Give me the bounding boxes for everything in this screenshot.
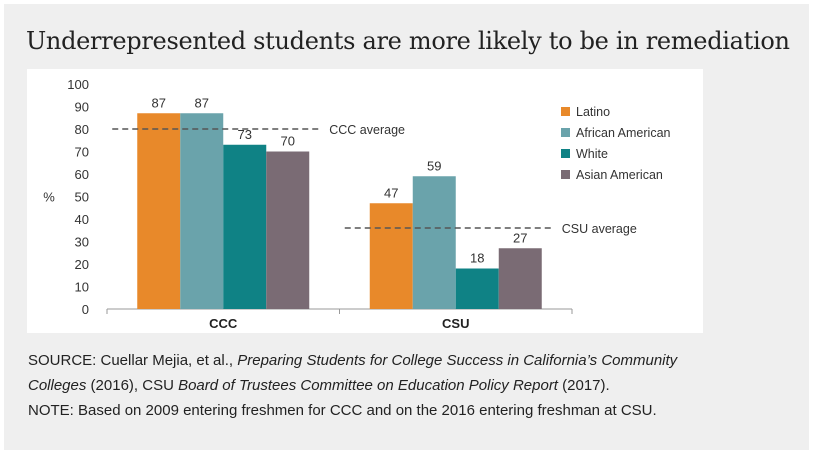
x-tick-label: CCC xyxy=(209,316,238,331)
legend-label: Asian American xyxy=(576,168,663,182)
plot-area: 0 10 20 30 40 50 60 70 80 90 100% 87 87 73 70 CCC 47 59 18… xyxy=(27,69,703,333)
y-tick-label: 50 xyxy=(75,190,89,205)
reference-line-label: CSU average xyxy=(562,222,637,236)
source-line-2: Colleges (2016), CSU Board of Trustees C… xyxy=(28,373,798,398)
legend-label: African American xyxy=(576,126,671,140)
bar-chart: 0 10 20 30 40 50 60 70 80 90 100% 87 87 73 70 CCC 47 59 18… xyxy=(43,77,671,331)
y-tick-label: 60 xyxy=(75,167,89,182)
bar xyxy=(369,203,413,309)
bar xyxy=(412,176,456,309)
y-tick-label: 70 xyxy=(75,145,89,160)
source-end: (2017). xyxy=(557,377,610,394)
x-tick-label: CSU xyxy=(442,316,469,331)
bar xyxy=(266,151,310,309)
data-label: 70 xyxy=(281,134,295,149)
y-tick-label: 10 xyxy=(75,280,89,295)
source-work-title-1: Preparing Students for College Success i… xyxy=(237,352,678,369)
data-label: 18 xyxy=(470,251,484,266)
data-label: 47 xyxy=(384,185,398,200)
bar xyxy=(137,113,181,309)
bar xyxy=(223,144,267,309)
source-prefix: SOURCE: Cuellar Mejia, et al., xyxy=(28,352,238,369)
data-label: 27 xyxy=(513,230,527,245)
source-notes: SOURCE: Cuellar Mejia, et al., Preparing… xyxy=(28,348,798,423)
bar xyxy=(498,248,542,309)
data-label: 87 xyxy=(195,95,209,110)
legend-swatch xyxy=(561,149,570,158)
source-work-title-1-cont: Colleges xyxy=(28,377,87,394)
y-axis-label: % xyxy=(43,190,55,205)
chart-title: Underrepresented students are more likel… xyxy=(26,27,790,55)
y-tick-label: 0 xyxy=(82,302,89,317)
y-tick-label: 30 xyxy=(75,235,89,250)
source-line-1: SOURCE: Cuellar Mejia, et al., Preparing… xyxy=(28,348,798,373)
y-tick-label: 80 xyxy=(75,122,89,137)
reference-line-label: CCC average xyxy=(329,123,405,137)
note-line: NOTE: Based on 2009 entering freshmen fo… xyxy=(28,402,657,419)
legend-swatch xyxy=(561,107,570,116)
y-tick-label: 100 xyxy=(67,77,89,92)
source-mid: (2016), CSU xyxy=(86,377,179,394)
legend-label: Latino xyxy=(576,105,610,119)
y-tick-label: 20 xyxy=(75,257,89,272)
y-tick-label: 90 xyxy=(75,100,89,115)
source-work-title-2: Board of Trustees Committee on Education… xyxy=(178,377,558,394)
legend-label: White xyxy=(576,147,608,161)
y-tick-label: 40 xyxy=(75,212,89,227)
bar xyxy=(455,268,499,309)
legend-swatch xyxy=(561,170,570,179)
data-label: 59 xyxy=(427,158,441,173)
data-label: 87 xyxy=(152,95,166,110)
legend-swatch xyxy=(561,128,570,137)
bar xyxy=(180,113,224,309)
data-label: 73 xyxy=(238,127,252,142)
